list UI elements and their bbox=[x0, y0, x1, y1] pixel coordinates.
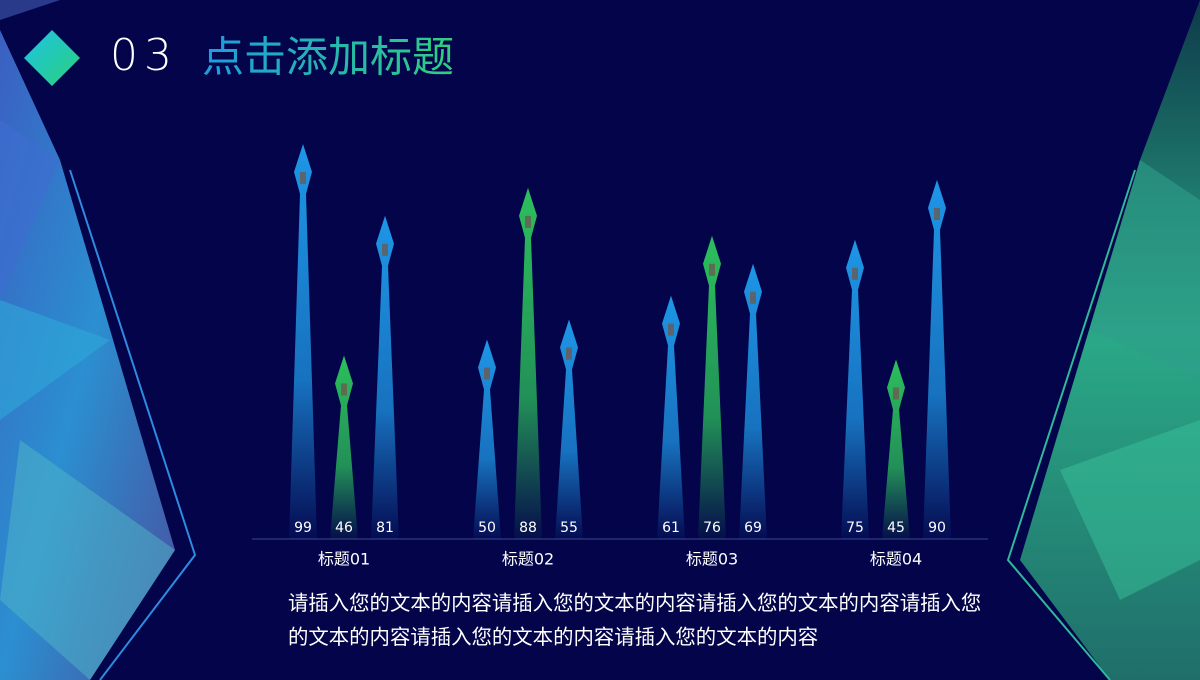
data-label: 61 bbox=[662, 520, 680, 536]
data-label: 99 bbox=[294, 520, 312, 536]
bar bbox=[371, 215, 399, 539]
bar-head-core bbox=[341, 383, 347, 396]
bar-head-core bbox=[893, 387, 899, 400]
data-label: 69 bbox=[744, 520, 762, 536]
data-label: 50 bbox=[478, 520, 496, 536]
right-decoration bbox=[1006, 0, 1200, 680]
bar-head-core bbox=[709, 263, 715, 276]
bar bbox=[739, 263, 767, 539]
bar bbox=[473, 339, 501, 539]
bar-head-core bbox=[934, 207, 940, 220]
slide-title: 点击添加标题 bbox=[202, 33, 454, 82]
bar bbox=[289, 143, 317, 540]
bar bbox=[698, 235, 726, 539]
x-tick-label: 标题04 bbox=[870, 550, 922, 569]
x-tick-label: 标题03 bbox=[686, 550, 738, 569]
bar-head-core bbox=[300, 171, 306, 184]
bar-head-core bbox=[566, 347, 572, 360]
bar-head-core bbox=[668, 323, 674, 336]
bar-head-core bbox=[484, 367, 490, 380]
body-text: 请插入您的文本的内容请插入您的文本的内容请插入您的文本的内容请插入您的文本的内容… bbox=[288, 591, 982, 649]
section-number: 03 bbox=[110, 30, 178, 81]
bar-head-core bbox=[382, 243, 388, 256]
data-label: 75 bbox=[846, 520, 864, 536]
bar bbox=[841, 239, 869, 539]
data-label: 88 bbox=[519, 520, 537, 536]
bar-head-core bbox=[750, 291, 756, 304]
bar bbox=[514, 187, 542, 539]
data-label: 46 bbox=[335, 520, 353, 536]
x-tick-label: 标题02 bbox=[502, 550, 554, 569]
bar bbox=[923, 179, 951, 539]
bar-head-core bbox=[525, 215, 531, 228]
data-label: 90 bbox=[928, 520, 946, 536]
data-label: 45 bbox=[887, 520, 905, 536]
data-label: 81 bbox=[376, 520, 394, 536]
left-decoration bbox=[0, 0, 197, 680]
x-tick-label: 标题01 bbox=[318, 550, 370, 569]
data-label: 76 bbox=[703, 520, 721, 536]
bar-head-core bbox=[852, 267, 858, 280]
bar bbox=[657, 295, 685, 539]
bar bbox=[555, 319, 583, 539]
title-icon bbox=[24, 30, 80, 86]
bar bbox=[882, 359, 910, 539]
data-label: 55 bbox=[560, 520, 578, 536]
bar bbox=[330, 355, 358, 539]
